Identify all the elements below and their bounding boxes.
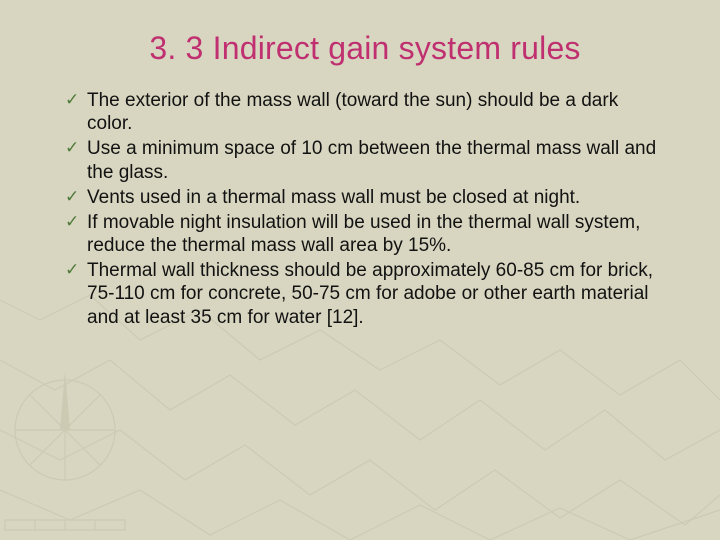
list-item: ✓ Vents used in a thermal mass wall must… — [65, 186, 665, 209]
list-item-text: Use a minimum space of 10 cm between the… — [87, 138, 656, 182]
check-icon: ✓ — [65, 261, 79, 278]
list-item-text: The exterior of the mass wall (toward th… — [87, 90, 618, 134]
check-icon: ✓ — [65, 139, 79, 156]
slide: 3. 3 Indirect gain system rules ✓ The ex… — [0, 0, 720, 540]
list-item-text: Thermal wall thickness should be approxi… — [87, 260, 653, 327]
check-icon: ✓ — [65, 188, 79, 205]
list-item: ✓ Thermal wall thickness should be appro… — [65, 259, 665, 329]
list-item: ✓ If movable night insulation will be us… — [65, 211, 665, 257]
slide-title: 3. 3 Indirect gain system rules — [65, 30, 665, 67]
list-item: ✓ Use a minimum space of 10 cm between t… — [65, 137, 665, 183]
list-item: ✓ The exterior of the mass wall (toward … — [65, 89, 665, 135]
check-icon: ✓ — [65, 91, 79, 108]
check-icon: ✓ — [65, 213, 79, 230]
list-item-text: Vents used in a thermal mass wall must b… — [87, 187, 580, 208]
list-item-text: If movable night insulation will be used… — [87, 212, 640, 256]
bullet-list: ✓ The exterior of the mass wall (toward … — [65, 89, 665, 329]
